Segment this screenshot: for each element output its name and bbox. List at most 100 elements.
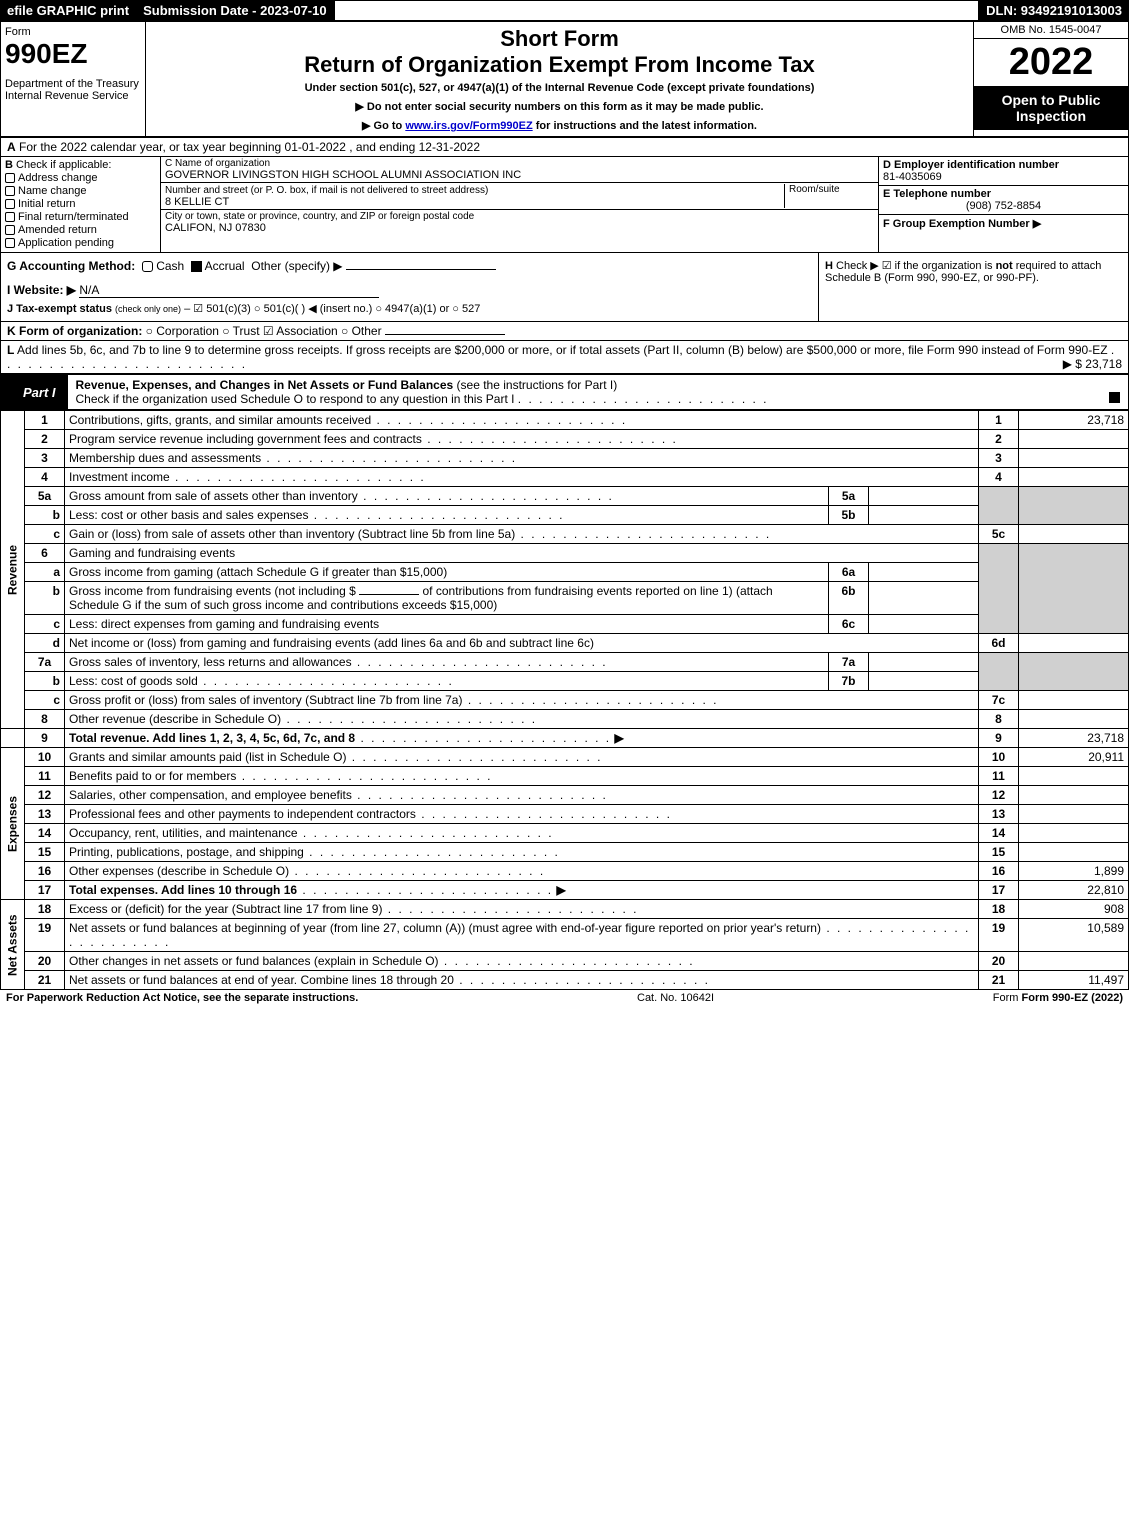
header-goto: ▶ Go to www.irs.gov/Form990EZ for instru… — [150, 119, 969, 132]
footer-right: Form Form 990-EZ (2022) — [993, 992, 1123, 1004]
k-label: K Form of organization: — [7, 324, 142, 338]
part-i-tab: Part I — [11, 382, 68, 403]
topbar-spacer — [334, 0, 980, 21]
checkbox-checked-icon[interactable] — [191, 261, 202, 272]
line-num: 7a — [25, 653, 65, 672]
box-val: 10,589 — [1019, 919, 1129, 952]
goto-post: for instructions and the latest informat… — [533, 120, 757, 132]
b-title: Check if applicable: — [16, 159, 111, 171]
irs-link[interactable]: www.irs.gov/Form990EZ — [405, 120, 532, 132]
6b-d1: Gross income from fundraising events (no… — [69, 584, 356, 598]
part-i-table: Revenue 1 Contributions, gifts, grants, … — [0, 410, 1129, 990]
line-num: 5a — [25, 487, 65, 506]
box-num: 6d — [979, 634, 1019, 653]
line-desc: Net assets or fund balances at end of ye… — [65, 971, 979, 990]
arrow-icon: ▶ — [614, 731, 623, 745]
box-val — [1019, 767, 1129, 786]
line-j: J Tax-exempt status (check only one) – ☑… — [7, 302, 812, 315]
line-num: c — [25, 615, 65, 634]
line-a-text: For the 2022 calendar year, or tax year … — [19, 140, 480, 154]
6b-amount-input[interactable] — [359, 594, 419, 595]
dln: DLN: 93492191013003 — [979, 0, 1129, 21]
shaded-cell — [979, 653, 1019, 691]
g-other: Other (specify) ▶ — [251, 259, 342, 273]
box-val — [1019, 710, 1129, 729]
line-num: b — [25, 672, 65, 691]
box-val — [1019, 634, 1129, 653]
line-desc: Gross profit or (loss) from sales of inv… — [65, 691, 979, 710]
box-val — [1019, 525, 1129, 544]
h-text1: Check ▶ ☑ if the organization is — [836, 260, 996, 272]
box-num: 2 — [979, 430, 1019, 449]
chk-final-return[interactable]: Final return/terminated — [5, 211, 156, 223]
k-options: ○ Corporation ○ Trust ☑ Association ○ Ot… — [146, 324, 382, 338]
box-val: 23,718 — [1019, 729, 1129, 748]
label-b: B — [5, 159, 13, 171]
line-desc: Gaming and fundraising events — [65, 544, 979, 563]
line-desc: Printing, publications, postage, and shi… — [65, 843, 979, 862]
c-name-label: C Name of organization — [165, 158, 874, 169]
inner-val — [869, 487, 979, 506]
chk-amended-return[interactable]: Amended return — [5, 224, 156, 236]
line-desc: Other changes in net assets or fund bala… — [65, 952, 979, 971]
inner-box: 6c — [829, 615, 869, 634]
k-other-input[interactable] — [385, 334, 505, 335]
part-i-paren: (see the instructions for Part I) — [457, 378, 618, 392]
goto-pre: ▶ Go to — [362, 120, 405, 132]
efile-print[interactable]: efile GRAPHIC print — [0, 0, 136, 21]
expenses-side-label: Expenses — [1, 748, 25, 900]
header-right: OMB No. 1545-0047 2022 Open to Public In… — [973, 22, 1128, 136]
box-num: 7c — [979, 691, 1019, 710]
chk-application-pending[interactable]: Application pending — [5, 237, 156, 249]
checkbox-icon — [5, 173, 15, 183]
line-num: 3 — [25, 449, 65, 468]
chk-name-change[interactable]: Name change — [5, 185, 156, 197]
line-num: 17 — [25, 881, 65, 900]
line-desc: Investment income — [65, 468, 979, 487]
inner-val — [869, 615, 979, 634]
title-short-form: Short Form — [150, 26, 969, 52]
chk-address-change[interactable]: Address change — [5, 172, 156, 184]
e-label: E Telephone number — [883, 188, 1124, 200]
h-not: not — [996, 260, 1013, 272]
box-val — [1019, 449, 1129, 468]
checkbox-icon[interactable] — [142, 261, 153, 272]
footer-form: Form 990-EZ (2022) — [1022, 992, 1123, 1004]
shaded-cell — [979, 544, 1019, 634]
open-to-public: Open to Public Inspection — [974, 86, 1128, 130]
line-desc: Less: cost or other basis and sales expe… — [65, 506, 829, 525]
shaded-cell — [1019, 487, 1129, 525]
g-other-input[interactable] — [346, 269, 496, 270]
org-name: GOVERNOR LIVINGSTON HIGH SCHOOL ALUMNI A… — [165, 169, 874, 181]
line-desc: Program service revenue including govern… — [65, 430, 979, 449]
line-h: H Check ▶ ☑ if the organization is not r… — [818, 253, 1128, 321]
box-num: 13 — [979, 805, 1019, 824]
ein: 81-4035069 — [883, 171, 1124, 183]
line-num: 21 — [25, 971, 65, 990]
inner-val — [869, 563, 979, 582]
column-c: C Name of organization GOVERNOR LIVINGST… — [161, 157, 878, 252]
inner-box: 6b — [829, 582, 869, 615]
checkbox-checked-icon[interactable] — [1109, 392, 1120, 403]
line-num: 18 — [25, 900, 65, 919]
line-desc: Benefits paid to or for members — [65, 767, 979, 786]
room-suite-label: Room/suite — [784, 184, 874, 208]
chk-initial-return[interactable]: Initial return — [5, 198, 156, 210]
j-options: – ☑ 501(c)(3) ○ 501(c)( ) ◀ (insert no.)… — [184, 303, 480, 315]
line-desc: Other expenses (describe in Schedule O) — [65, 862, 979, 881]
box-val — [1019, 430, 1129, 449]
line-num: 1 — [25, 411, 65, 430]
box-val: 11,497 — [1019, 971, 1129, 990]
j-label: J Tax-exempt status — [7, 303, 112, 315]
arrow-icon: ▶ — [556, 883, 565, 897]
line-num: 19 — [25, 919, 65, 952]
line-num: 9 — [25, 729, 65, 748]
box-num: 5c — [979, 525, 1019, 544]
column-def: D Employer identification number 81-4035… — [878, 157, 1128, 252]
box-num: 19 — [979, 919, 1019, 952]
line-desc: Less: direct expenses from gaming and fu… — [65, 615, 829, 634]
l-label: L — [7, 343, 14, 357]
line-desc: Grants and similar amounts paid (list in… — [65, 748, 979, 767]
line-desc: Salaries, other compensation, and employ… — [65, 786, 979, 805]
form-number: 990EZ — [5, 38, 141, 70]
